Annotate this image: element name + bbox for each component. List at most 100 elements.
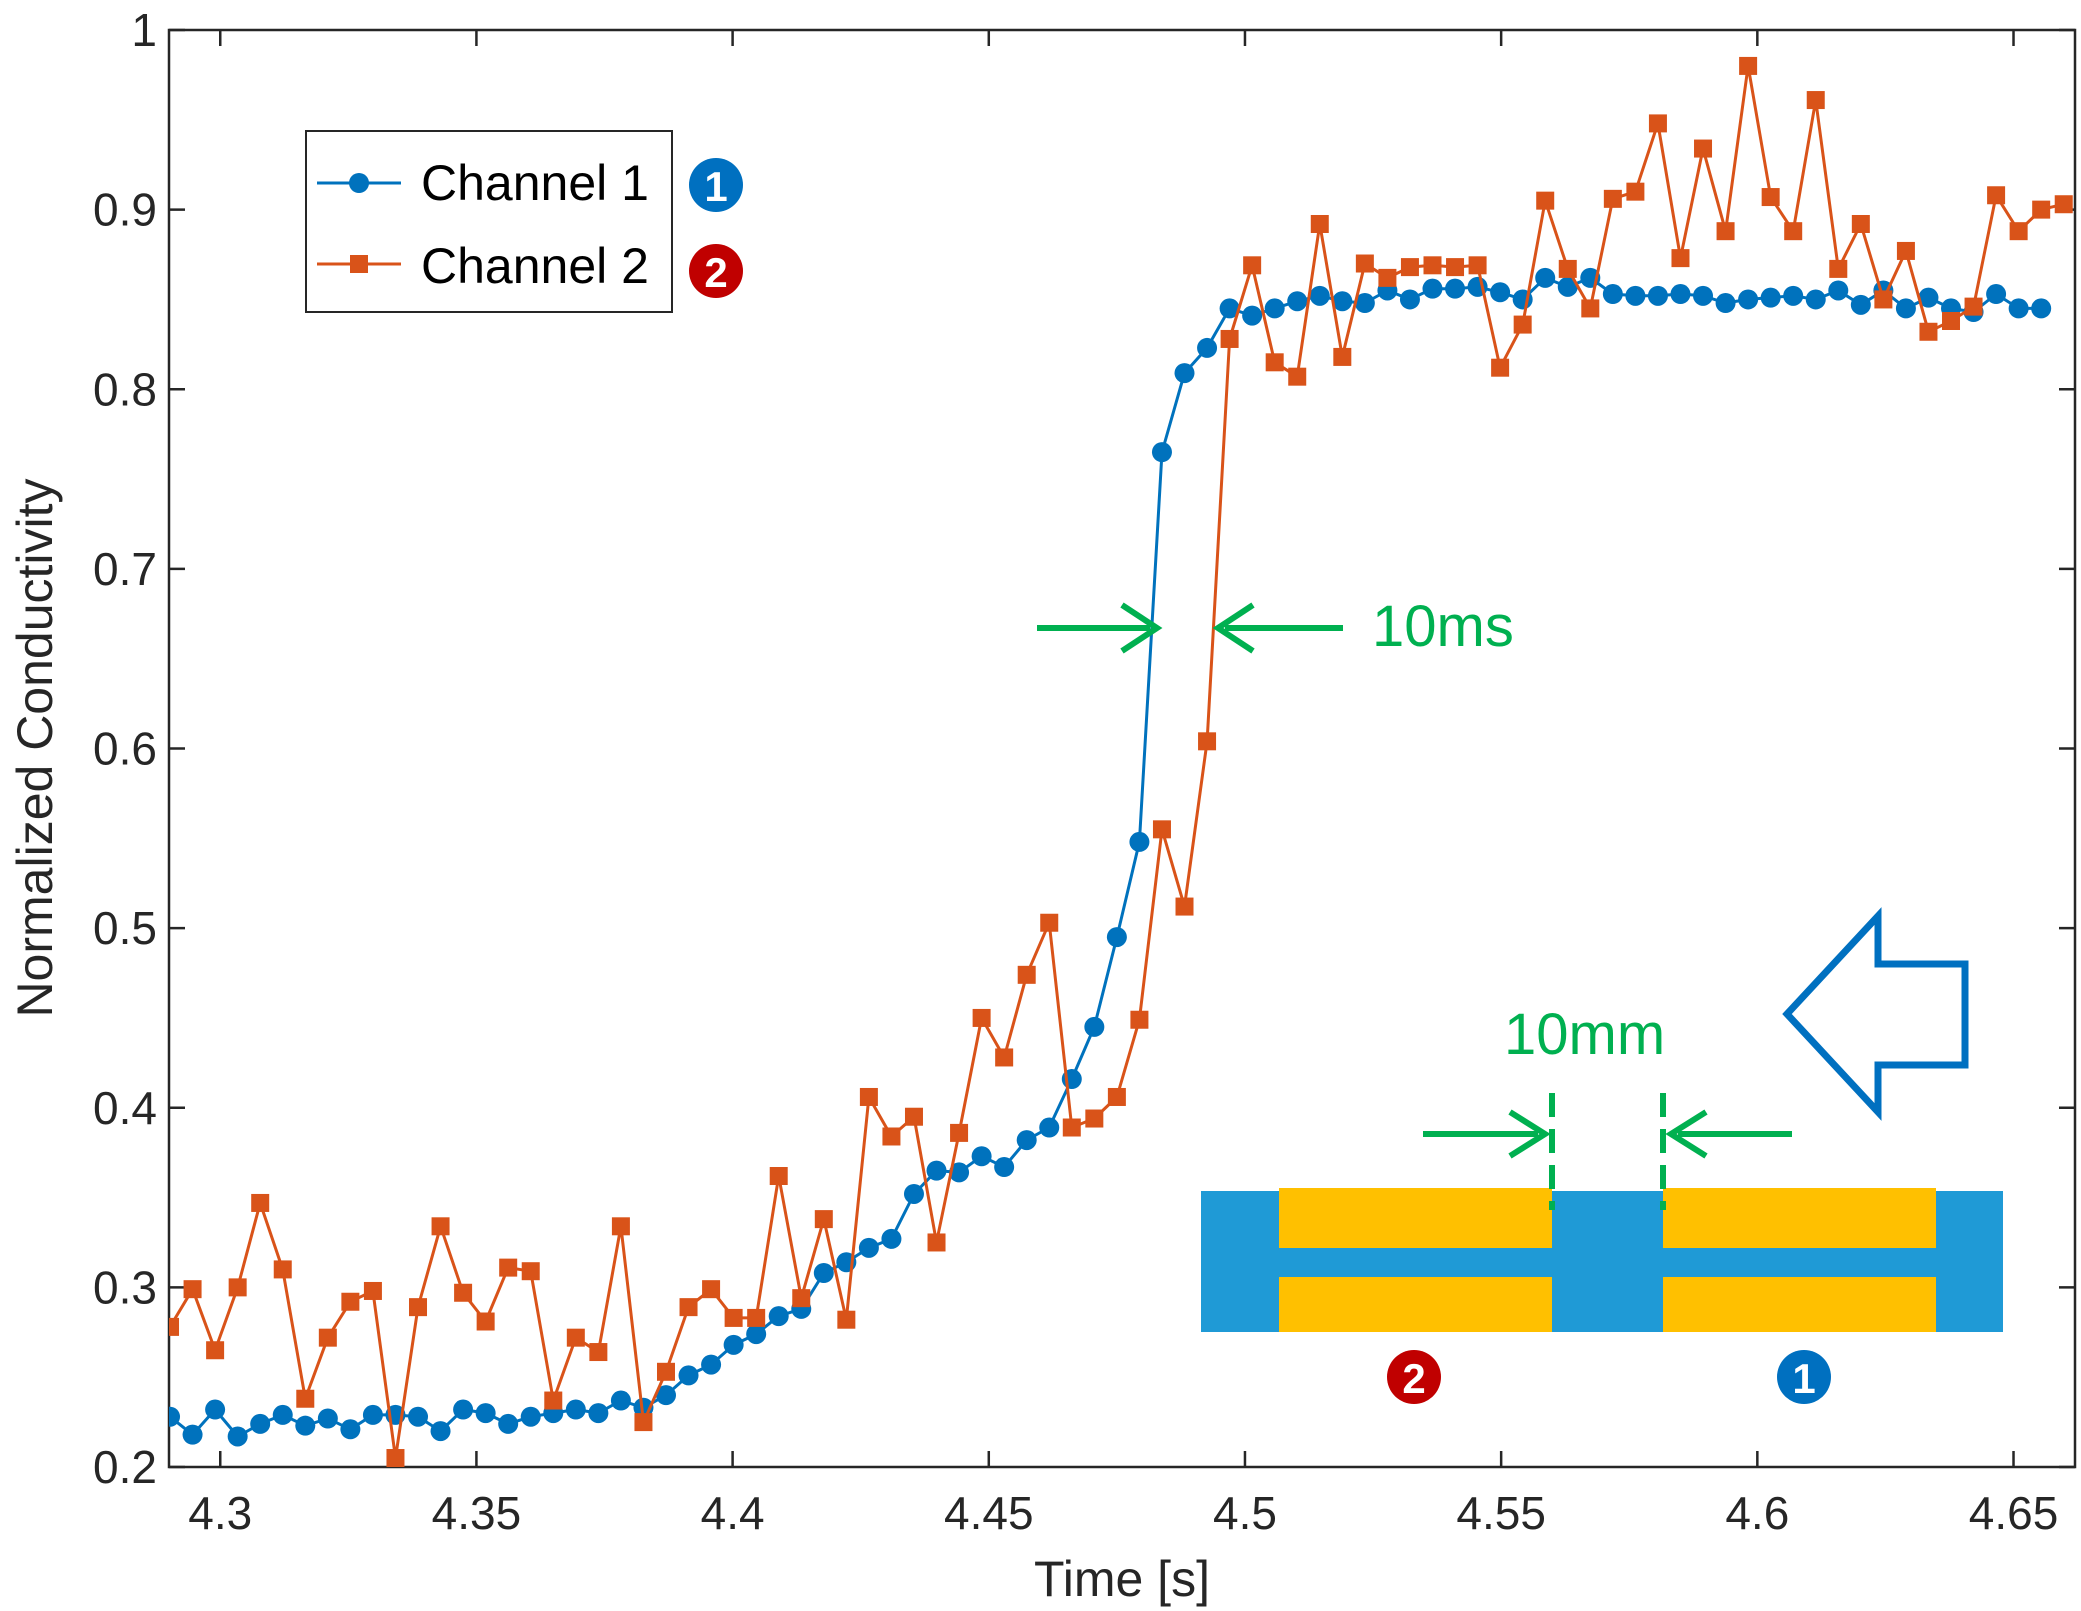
y-tick-label: 0.4 <box>93 1082 157 1134</box>
data-point <box>1739 56 1758 75</box>
data-point <box>1446 258 1465 277</box>
data-point <box>1828 280 1849 301</box>
delay-annotation: 10ms <box>1037 594 1514 659</box>
data-point <box>1693 285 1714 306</box>
data-point <box>1715 293 1736 314</box>
data-point <box>1062 1118 1081 1137</box>
y-tick-label: 0.9 <box>93 184 157 236</box>
data-point <box>655 1385 676 1406</box>
y-tick-label: 0.8 <box>93 363 157 415</box>
data-point <box>1243 256 1262 275</box>
data-point <box>250 1413 271 1434</box>
y-tick-label: 1 <box>131 4 157 56</box>
x-axis-label: Time [s] <box>1034 1551 1210 1607</box>
data-point <box>169 1406 181 1427</box>
data-point <box>1536 191 1555 210</box>
data-point <box>1783 285 1804 306</box>
diagram-badge-1-number: 1 <box>1792 1355 1815 1402</box>
data-point <box>1602 284 1623 305</box>
data-point <box>949 1162 970 1183</box>
data-point <box>1355 254 1374 273</box>
data-point <box>362 1404 383 1425</box>
data-point <box>611 1217 630 1236</box>
data-point <box>475 1403 496 1424</box>
data-point <box>1648 114 1667 133</box>
data-point <box>678 1365 699 1386</box>
data-point <box>1288 367 1307 386</box>
data-point <box>1287 291 1308 312</box>
data-point <box>317 1408 338 1429</box>
data-point <box>1400 258 1419 277</box>
data-point <box>1175 897 1194 916</box>
data-point <box>520 1406 541 1427</box>
badge-channel-2: 2 <box>689 244 743 298</box>
data-point <box>2032 200 2051 219</box>
data-point <box>1219 298 1240 319</box>
data-point <box>1332 291 1353 312</box>
data-point <box>1850 294 1871 315</box>
data-point <box>544 1391 563 1410</box>
data-point <box>1987 186 2006 205</box>
data-point <box>1942 311 1961 330</box>
data-point <box>183 1280 202 1299</box>
legend-label-channel-1: Channel 1 <box>421 155 649 211</box>
data-point <box>566 1328 585 1347</box>
data-point <box>227 1426 248 1447</box>
electrode-2-bottom <box>1279 1277 1552 1332</box>
diagram-badge-2-number: 2 <box>1402 1355 1425 1402</box>
data-point <box>813 1263 834 1284</box>
x-tick-label: 4.5 <box>1213 1487 1277 1539</box>
data-point <box>1513 315 1532 334</box>
data-point <box>1085 1109 1104 1128</box>
data-point <box>273 1260 292 1279</box>
data-point <box>926 1160 947 1181</box>
data-point <box>1558 259 1577 278</box>
x-tick-label: 4.3 <box>188 1487 252 1539</box>
data-point <box>1557 276 1578 297</box>
data-point <box>1378 268 1397 287</box>
data-point <box>363 1281 382 1300</box>
data-point <box>1671 249 1690 268</box>
data-point <box>1084 1016 1105 1037</box>
data-point <box>1016 1130 1037 1151</box>
data-point <box>1647 285 1668 306</box>
data-point <box>1264 298 1285 319</box>
data-point <box>182 1424 203 1445</box>
electrode-1-bottom <box>1663 1277 1936 1332</box>
data-point <box>1760 287 1781 308</box>
series-layer <box>169 56 2073 1467</box>
data-point <box>1603 189 1622 208</box>
data-point <box>1829 259 1848 278</box>
data-point <box>2008 298 2029 319</box>
data-point <box>1354 293 1375 314</box>
data-point <box>206 1341 225 1360</box>
data-point <box>2009 222 2028 241</box>
diagram-badge-1: 1 <box>1777 1350 1831 1404</box>
data-point <box>723 1334 744 1355</box>
data-point <box>1918 287 1939 308</box>
data-point <box>1806 91 1825 110</box>
electrode-1-top <box>1663 1188 1936 1248</box>
data-point <box>1333 347 1352 366</box>
data-point <box>1761 188 1780 207</box>
y-tick-label: 0.2 <box>93 1441 157 1493</box>
data-point <box>1964 297 1983 316</box>
electrode-2-top <box>1279 1188 1552 1248</box>
data-point <box>295 1415 316 1436</box>
data-point <box>589 1343 608 1362</box>
legend-marker-channel-1 <box>349 173 369 193</box>
data-point <box>701 1354 722 1375</box>
data-point <box>454 1283 473 1302</box>
data-point <box>1107 1087 1126 1106</box>
data-point <box>1310 214 1329 233</box>
data-point <box>903 1183 924 1204</box>
data-point <box>205 1399 226 1420</box>
y-axis-label: Normalized Conductivity <box>7 478 63 1017</box>
data-point <box>1151 442 1172 463</box>
data-point <box>251 1193 270 1212</box>
data-point <box>1197 337 1218 358</box>
data-point <box>1017 965 1036 984</box>
series-2 <box>169 56 2073 1467</box>
data-point <box>498 1413 519 1434</box>
x-tick-label: 4.35 <box>432 1487 522 1539</box>
